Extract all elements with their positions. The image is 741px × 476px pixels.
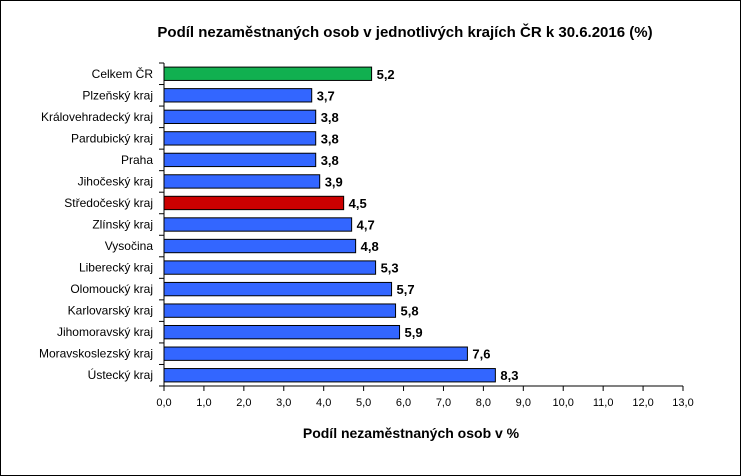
category-label: Ústecký kraj	[88, 367, 153, 382]
x-tick-label: 9,0	[516, 397, 531, 409]
bar	[163, 66, 373, 81]
x-tick-label: 13,0	[672, 397, 693, 409]
value-label: 3,7	[317, 88, 335, 103]
category-label: Jihomoravský kraj	[57, 325, 153, 339]
category-label: Moravskoslezský kraj	[39, 347, 153, 361]
value-label: 5,8	[401, 304, 419, 319]
value-label: 7,6	[472, 347, 490, 362]
x-tick-label: 11,0	[593, 397, 614, 409]
value-label: 4,8	[361, 239, 379, 254]
value-label: 8,3	[500, 368, 518, 383]
x-tick-label: 0,0	[156, 397, 171, 409]
x-tick-label: 12,0	[632, 397, 653, 409]
plot-area: 0,0 1,0 2,0 3,0 4,0 5,0 6,0 7,0 8,0 9,0 10,0 11,0 12…	[39, 62, 694, 409]
category-label: Karlovarský kraj	[68, 304, 153, 318]
category-label: Královehradecký kraj	[41, 110, 153, 124]
value-label: 5,2	[377, 67, 395, 82]
bar	[163, 346, 468, 361]
bar	[163, 324, 401, 340]
value-label: 3,9	[325, 174, 343, 189]
x-tick-label: 8,0	[476, 397, 491, 409]
bar	[163, 303, 397, 318]
x-tick-label: 7,0	[436, 397, 451, 409]
x-tick-label: 6,0	[396, 397, 411, 409]
category-label: Pardubický kraj	[71, 131, 153, 145]
category-label: Olomoucký kraj	[70, 282, 153, 296]
x-tick-label: 5,0	[356, 397, 371, 409]
bar	[163, 368, 496, 383]
bar	[163, 217, 353, 232]
bar	[163, 260, 377, 275]
value-label: 4,5	[349, 196, 367, 211]
category-label: Vysočina	[105, 239, 154, 253]
value-label: 3,8	[321, 110, 339, 125]
bar	[163, 152, 317, 168]
value-label: 5,9	[405, 325, 423, 340]
bar	[163, 238, 357, 254]
category-label: Zlínský kraj	[92, 218, 153, 232]
chart-title: Podíl nezaměstnaných osob v jednotlivých…	[157, 23, 652, 41]
x-tick-label: 10,0	[553, 397, 574, 409]
category-label: Praha	[121, 153, 153, 167]
value-label: 5,3	[381, 261, 399, 276]
value-label: 4,7	[357, 218, 375, 233]
category-label: Plzeňský kraj	[82, 88, 153, 102]
x-tick-label: 3,0	[276, 397, 291, 409]
category-label: Liberecký kraj	[79, 261, 153, 275]
value-label: 3,8	[321, 153, 339, 168]
category-label: Jihočeský kraj	[78, 174, 153, 188]
x-tick-label: 4,0	[316, 397, 331, 409]
x-tick-label: 1,0	[196, 397, 211, 409]
bar	[163, 174, 321, 189]
bar	[163, 195, 345, 211]
category-label: Celkem ČR	[92, 66, 154, 81]
x-axis-label: Podíl nezaměstnaných osob v %	[303, 425, 520, 441]
bar	[163, 109, 317, 125]
category-label: Středočeský kraj	[64, 196, 153, 210]
value-label: 5,7	[397, 282, 415, 297]
bar	[163, 88, 313, 103]
value-label: 3,8	[321, 131, 339, 146]
bar	[163, 281, 393, 297]
x-tick-label: 2,0	[236, 397, 251, 409]
bar	[163, 131, 317, 146]
